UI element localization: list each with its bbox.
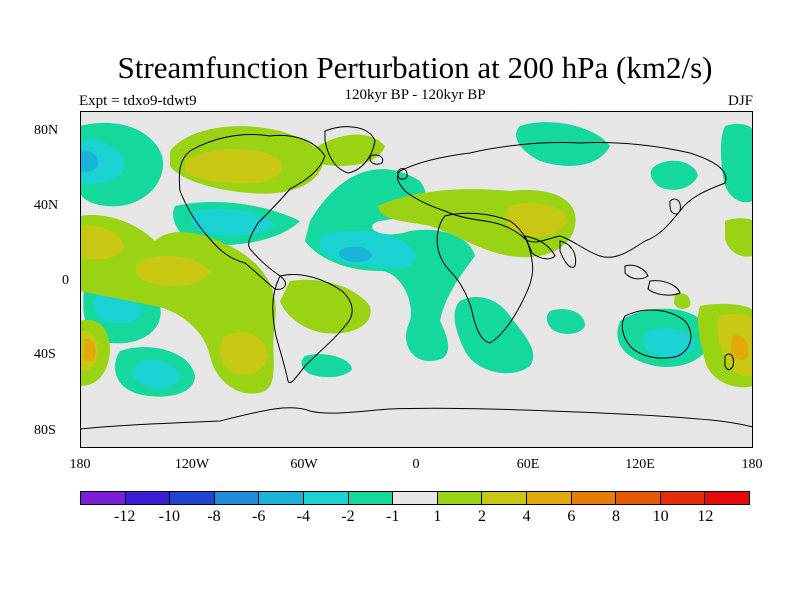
map-frame bbox=[80, 111, 753, 448]
colorbar-label: 1 bbox=[433, 508, 442, 525]
colorbar-swatch bbox=[616, 492, 661, 504]
colorbar-swatch bbox=[393, 492, 438, 504]
colorbar-label: 4 bbox=[522, 508, 531, 525]
colorbar-label: -8 bbox=[207, 508, 221, 525]
coastlines bbox=[80, 126, 753, 430]
contour-region bbox=[338, 246, 372, 263]
contour-region bbox=[309, 134, 385, 166]
contour-region bbox=[506, 203, 568, 237]
contour-region bbox=[185, 149, 283, 184]
colorbar-label: 10 bbox=[652, 508, 669, 525]
lon-tick-label: 60E bbox=[516, 457, 540, 472]
colorbar bbox=[80, 491, 750, 505]
contour-region bbox=[642, 327, 695, 358]
colorbar-swatch bbox=[259, 492, 304, 504]
colorbar-swatch bbox=[705, 492, 749, 504]
contour-region bbox=[80, 225, 125, 260]
colorbar-label: -6 bbox=[251, 508, 266, 525]
contour-region bbox=[546, 309, 585, 334]
lat-tick-label: 0 bbox=[62, 273, 69, 288]
colorbar-swatch bbox=[170, 492, 215, 504]
colorbar-label: -12 bbox=[113, 508, 136, 525]
experiment-label: Expt = tdxo9-tdwt9 bbox=[79, 93, 197, 109]
contour-region bbox=[731, 335, 749, 361]
plot-subtitle: 120kyr BP - 120kyr BP bbox=[344, 87, 486, 103]
lon-tick-label: 120W bbox=[174, 457, 210, 472]
colorbar-swatch bbox=[526, 492, 572, 504]
lon-tick-label: 120E bbox=[625, 457, 655, 472]
lat-tick-label: 80S bbox=[34, 423, 56, 438]
colorbar-label: -10 bbox=[158, 508, 180, 525]
plot-title: Streamfunction Perturbation at 200 hPa (… bbox=[117, 50, 713, 85]
colorbar-swatch bbox=[125, 492, 171, 504]
colorbar-swatch bbox=[303, 492, 349, 504]
colorbar-label: 2 bbox=[478, 508, 486, 525]
colorbar-swatch bbox=[660, 492, 706, 504]
colorbar-swatch bbox=[81, 492, 126, 504]
contour-region bbox=[280, 279, 371, 334]
colorbar-label: -2 bbox=[341, 508, 355, 525]
colorbar-swatch bbox=[571, 492, 617, 504]
season-label: DJF bbox=[727, 93, 753, 109]
contour-region bbox=[83, 338, 96, 362]
contour-region bbox=[80, 150, 99, 173]
colorbar-swatch bbox=[482, 492, 527, 504]
contour-region bbox=[650, 160, 698, 190]
contour-region bbox=[720, 123, 753, 203]
colorbar-label: 8 bbox=[612, 508, 620, 525]
lon-tick-label: 0 bbox=[412, 457, 420, 472]
lat-tick-label: 40N bbox=[34, 198, 59, 213]
contour-region bbox=[320, 230, 416, 270]
colorbar-swatch bbox=[348, 492, 394, 504]
contour-region bbox=[725, 218, 753, 257]
lat-tick-label: 80N bbox=[34, 123, 59, 138]
colorbar-swatch bbox=[214, 492, 260, 504]
contour-region bbox=[135, 255, 210, 286]
field-map bbox=[80, 111, 753, 448]
contour-region bbox=[219, 332, 268, 375]
lon-tick-label: 60W bbox=[290, 457, 318, 472]
lon-tick-label: 180 bbox=[741, 457, 763, 472]
contour-fills bbox=[80, 122, 753, 397]
colorbar-label: -1 bbox=[385, 508, 400, 525]
colorbar-swatch bbox=[437, 492, 483, 504]
colorbar-label: -4 bbox=[296, 508, 310, 525]
contour-region bbox=[301, 354, 352, 378]
colorbar-label: 6 bbox=[567, 508, 576, 525]
contour-region bbox=[516, 122, 610, 166]
colorbar-label: 12 bbox=[697, 508, 714, 525]
contour-region bbox=[454, 296, 534, 374]
contour-region bbox=[674, 293, 691, 309]
map-panel bbox=[80, 111, 753, 448]
lat-tick-label: 40S bbox=[34, 347, 56, 362]
lon-tick-label: 180 bbox=[69, 457, 91, 472]
contour-region bbox=[80, 140, 125, 184]
contour-region bbox=[133, 359, 180, 389]
